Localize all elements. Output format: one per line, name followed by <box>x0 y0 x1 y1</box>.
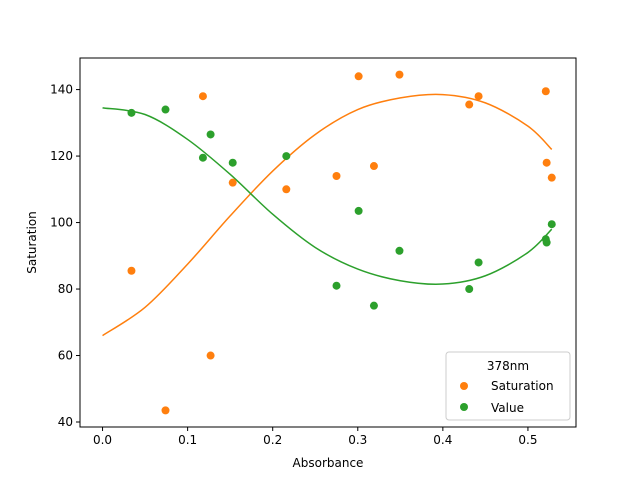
y-tick-label: 80 <box>58 282 73 296</box>
legend-title: 378nm <box>487 359 529 373</box>
data-point-saturation <box>474 92 483 101</box>
legend-label-value: Value <box>491 401 524 415</box>
y-tick-label: 140 <box>50 83 73 97</box>
y-tick-label: 60 <box>58 349 73 363</box>
x-axis-label: Absorbance <box>293 456 364 470</box>
data-point-saturation <box>228 178 237 187</box>
data-point-value <box>332 281 341 290</box>
data-point-value <box>369 301 378 310</box>
legend-marker-saturation <box>460 382 468 390</box>
data-point-value <box>198 153 207 162</box>
y-tick-label: 40 <box>58 415 73 429</box>
data-point-saturation <box>206 351 215 360</box>
data-point-value <box>465 285 474 294</box>
data-point-saturation <box>541 87 550 96</box>
x-tick-label: 0.4 <box>433 433 452 447</box>
fit-line-saturation <box>102 93 553 337</box>
data-point-saturation <box>465 100 474 109</box>
y-axis-ticks: 40 60 80 100 120 140 <box>50 83 80 429</box>
data-point-value <box>161 105 170 114</box>
x-tick-label: 0.0 <box>93 433 112 447</box>
data-point-saturation <box>395 70 404 79</box>
fit-lines <box>102 93 553 337</box>
data-point-saturation <box>354 72 363 81</box>
x-tick-label: 0.3 <box>348 433 367 447</box>
data-point-value <box>354 206 363 215</box>
x-axis-ticks: 0.0 0.1 0.2 0.3 0.4 0.5 <box>93 427 537 447</box>
y-tick-label: 100 <box>50 216 73 230</box>
data-point-value <box>395 246 404 255</box>
x-tick-label: 0.2 <box>263 433 282 447</box>
data-point-saturation <box>369 162 378 171</box>
axes-frame <box>79 57 577 428</box>
data-point-value <box>547 220 556 229</box>
legend-box <box>445 351 571 421</box>
fit-line-value <box>102 107 553 286</box>
data-point-value <box>127 108 136 117</box>
data-point-saturation <box>332 172 341 181</box>
y-axis-label: Saturation <box>25 211 39 274</box>
y-tick-label: 120 <box>50 149 73 163</box>
legend: 378nm Saturation Value <box>445 351 571 421</box>
data-points <box>127 70 556 415</box>
data-point-saturation <box>161 406 170 415</box>
data-point-saturation <box>547 173 556 182</box>
data-point-value <box>206 130 215 139</box>
data-point-value <box>282 152 291 161</box>
data-point-value <box>542 238 551 247</box>
data-point-saturation <box>282 185 291 194</box>
data-point-saturation <box>198 92 207 101</box>
legend-label-saturation: Saturation <box>491 379 554 393</box>
x-tick-label: 0.1 <box>178 433 197 447</box>
legend-marker-value <box>460 403 468 411</box>
data-point-value <box>474 258 483 267</box>
data-point-value <box>228 158 237 167</box>
x-tick-label: 0.5 <box>518 433 537 447</box>
data-point-saturation <box>542 158 551 167</box>
data-point-saturation <box>127 266 136 275</box>
